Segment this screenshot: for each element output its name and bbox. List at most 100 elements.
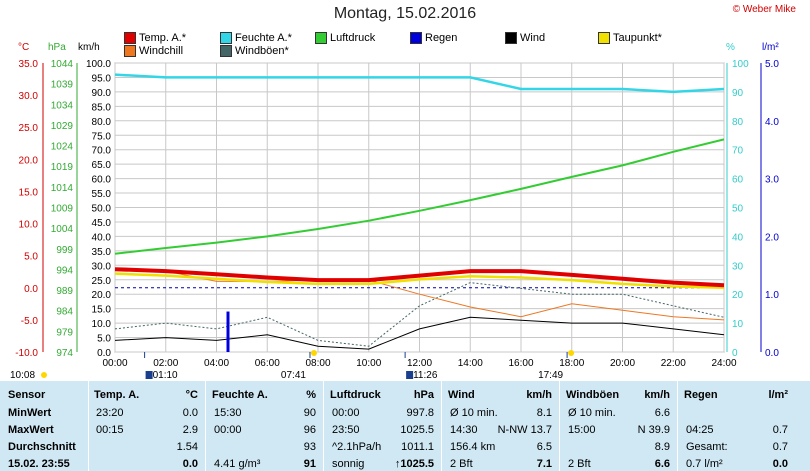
kmh-tick: 15.0 — [92, 305, 112, 316]
series-line-windchill — [114, 268, 725, 321]
legend-label: Windböen* — [235, 45, 289, 57]
series-line-windben — [114, 282, 725, 347]
unit-pct: % — [726, 42, 735, 53]
legend-swatch — [598, 32, 610, 44]
hpa-tick: 1034 — [51, 100, 74, 111]
rain-tick: 3.0 — [765, 175, 779, 186]
pct-tick: 90 — [732, 88, 744, 99]
rain-tick: 2.0 — [765, 232, 779, 243]
table-header: % — [306, 389, 316, 401]
unit-kmh: km/h — [78, 42, 100, 53]
x-tick-label: 10:00 — [356, 358, 381, 369]
cell: 04:25 — [686, 424, 714, 436]
kmh-tick: 45.0 — [92, 218, 112, 229]
table-header: Luftdruck — [330, 389, 381, 401]
legend-label: Windchill — [139, 45, 184, 57]
pct-tick: 60 — [732, 175, 744, 186]
kmh-tick: 25.0 — [92, 276, 112, 287]
legend-item: Temp. A.* — [124, 32, 186, 44]
x-tick-label: 16:00 — [508, 358, 533, 369]
rain-tick: 4.0 — [765, 117, 779, 128]
cell: 0.7 — [772, 441, 788, 453]
cell: 8.9 — [654, 441, 670, 453]
rain-tick: 1.0 — [765, 290, 779, 301]
table-divider — [205, 381, 206, 471]
table-header: hPa — [413, 389, 434, 401]
table-header: km/h — [644, 389, 670, 401]
cell: N 39.9 — [637, 424, 670, 436]
cell: 14:30 — [450, 424, 478, 436]
pct-tick: 80 — [732, 117, 744, 128]
row-label: 15.02. 23:55 — [8, 458, 70, 470]
cell: Ø 10 min. — [568, 407, 616, 419]
chart-title: Montag, 15.02.2016 — [333, 5, 477, 22]
x-tick-label: 00:00 — [102, 358, 127, 369]
temp-tick: 5.0 — [24, 252, 38, 263]
cell: 00:00 — [214, 424, 242, 436]
cell: 997.8 — [406, 407, 434, 419]
kmh-tick: 50.0 — [92, 204, 112, 215]
temp-tick: 25.0 — [19, 123, 39, 134]
table-header: Feuchte A. — [212, 389, 268, 401]
x-tick-label: 14:00 — [458, 358, 483, 369]
rain-bar — [226, 311, 230, 352]
chart-svg: 00:00 02:00 04:00 06:00 08:00 10:00 12:00 14:00… — [10, 59, 779, 381]
cell: 23:50 — [332, 424, 360, 436]
hpa-tick: 1014 — [51, 183, 74, 194]
hpa-tick: 984 — [56, 307, 73, 318]
temp-tick: 10.0 — [19, 220, 39, 231]
kmh-tick: 30.0 — [92, 261, 112, 272]
cell: 0.0 — [182, 458, 198, 470]
kmh-tick: 0.0 — [97, 348, 111, 359]
cell: 0.7 l/m² — [686, 458, 723, 470]
legend-swatch — [410, 32, 422, 44]
cell: 156.4 km — [450, 441, 496, 453]
kmh-tick: 20.0 — [92, 290, 112, 301]
rain-tick: 5.0 — [765, 59, 779, 70]
legend-label: Feuchte A.* — [235, 32, 292, 44]
table-header: Wind — [448, 389, 475, 401]
hpa-tick: 994 — [56, 265, 73, 276]
table-header: Sensor — [8, 389, 46, 401]
sunrise-icon — [310, 350, 317, 356]
x-tick-label: 24:00 — [711, 358, 736, 369]
table-header: km/h — [526, 389, 552, 401]
legend-label: Regen — [425, 32, 458, 44]
legend-label: Wind — [520, 32, 546, 44]
sunset-icon — [568, 350, 575, 356]
temp-tick: 35.0 — [19, 59, 39, 70]
legend-item: Taupunkt* — [598, 32, 662, 44]
kmh-tick: 40.0 — [92, 232, 112, 243]
row-label: MaxWert — [8, 424, 54, 436]
series-line-taupunkt — [114, 272, 725, 290]
hpa-tick: 999 — [56, 245, 73, 256]
kmh-tick: 85.0 — [92, 102, 112, 113]
legend-swatch — [220, 32, 232, 44]
series-line-feuchtea — [114, 73, 725, 94]
cell: ↑1025.5 — [394, 458, 434, 470]
unit-hpa: hPa — [48, 42, 66, 53]
hpa-tick: 1029 — [51, 121, 74, 132]
kmh-tick: 35.0 — [92, 247, 112, 258]
cell: 4.41 g/m³ — [214, 458, 261, 470]
legend-item: Regen — [410, 32, 457, 44]
legend-swatch — [505, 32, 517, 44]
cell: 1025.5 — [400, 424, 434, 436]
cell: 0.0 — [772, 458, 788, 470]
cell: 93 — [303, 441, 316, 453]
cell: 8.1 — [536, 407, 552, 419]
kmh-tick: 70.0 — [92, 146, 112, 157]
series-line-luftdruck — [114, 138, 725, 255]
kmh-tick: 10.0 — [92, 319, 112, 330]
legend-item: Wind — [505, 32, 545, 44]
legend-label: Luftdruck — [330, 32, 376, 44]
temp-tick: -5.0 — [21, 316, 39, 327]
event-label-sun: 17:49 — [538, 370, 563, 381]
daylength-sun-icon — [41, 372, 47, 378]
cell: 15:00 — [568, 424, 596, 436]
legend-item: Luftdruck — [315, 32, 375, 44]
table-divider — [677, 381, 678, 471]
table-header: Regen — [684, 389, 718, 401]
cell: 91 — [303, 458, 316, 470]
pct-tick: 10 — [732, 319, 744, 330]
